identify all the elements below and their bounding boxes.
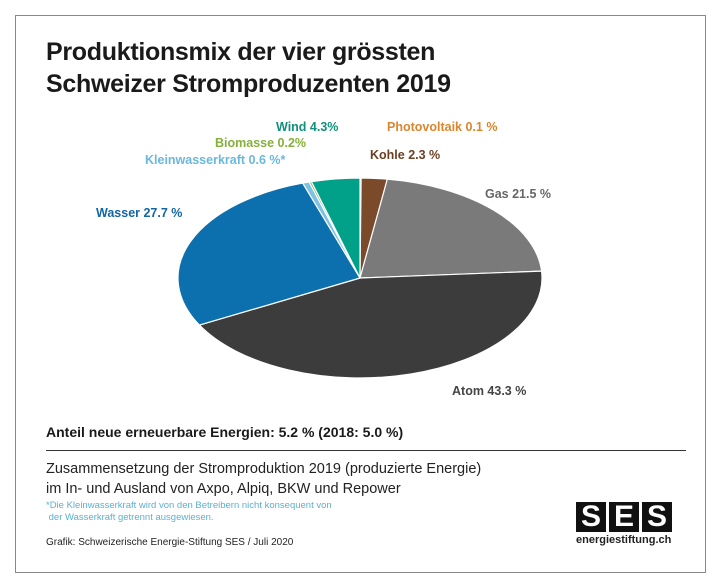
logo-letter: S (642, 502, 672, 532)
footnote-line: *Die Kleinwasserkraft wird von den Betre… (46, 500, 332, 511)
slice-label-kohle: Kohle 2.3 % (370, 148, 440, 162)
description-line: im In- und Ausland von Axpo, Alpiq, BKW … (46, 481, 401, 497)
divider (46, 450, 686, 451)
title-line-2: Schweizer Stromproduzenten 2019 (46, 70, 451, 98)
description-line: Zusammensetzung der Stromproduktion 2019… (46, 461, 482, 477)
slice-label-gas: Gas 21.5 % (485, 187, 551, 201)
logo-url: energiestiftung.ch (576, 534, 672, 546)
title-line-1: Produktionsmix der vier grössten (46, 38, 436, 66)
slice-label-wasser: Wasser 27.7 % (96, 206, 182, 220)
slice-label-biomasse: Biomasse 0.2% (215, 136, 306, 150)
chart-frame (15, 15, 706, 573)
slice-label-wind: Wind 4.3% (276, 120, 338, 134)
slice-label-photovoltaik: Photovoltaik 0.1 % (387, 120, 497, 134)
chart-title: Produktionsmix der vier grössten Schweiz… (46, 36, 451, 100)
pie-slice-gas (359, 178, 543, 279)
pie-slice-wasser (177, 182, 361, 326)
footnote-line: der Wasserkraft getrennt ausgewiesen. (46, 512, 214, 523)
description: Zusammensetzung der Stromproduktion 2019… (46, 459, 481, 499)
slice-label-atom: Atom 43.3 % (452, 384, 526, 398)
renewables-share: Anteil neue erneuerbare Energien: 5.2 % … (46, 424, 404, 440)
credit: Grafik: Schweizerische Energie-Stiftung … (46, 537, 294, 548)
pie-slice-wind (310, 177, 361, 279)
pie-slice-atom (198, 270, 543, 379)
slice-label-kleinwasserkraft: Kleinwasserkraft 0.6 %* (145, 153, 285, 167)
logo-letter: E (609, 502, 639, 532)
footnote: *Die Kleinwasserkraft wird von den Betre… (46, 500, 332, 524)
logo-letter: S (576, 502, 606, 532)
